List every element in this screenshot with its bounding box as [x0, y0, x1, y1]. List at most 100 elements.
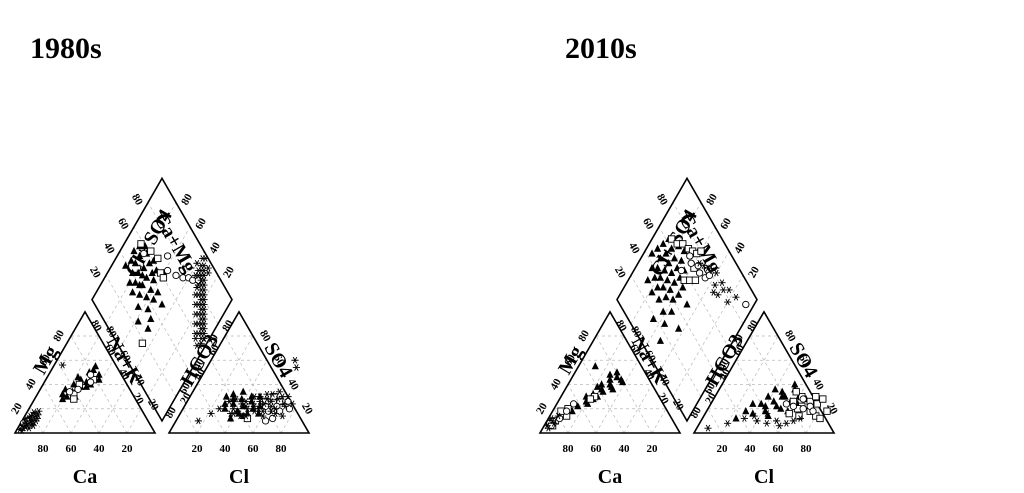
- point-filled-triangle: [130, 246, 138, 255]
- point-asterisk: [238, 400, 246, 408]
- point-filled-triangle: [131, 259, 139, 267]
- point-filled-triangle: [593, 382, 601, 390]
- tick-label: 40: [619, 443, 631, 455]
- point-filled-triangle: [644, 276, 652, 284]
- point-filled-triangle: [669, 295, 677, 303]
- grid-line: [105, 202, 177, 325]
- point-asterisk: [236, 412, 244, 420]
- point-filled-triangle: [136, 290, 144, 298]
- grid-line: [182, 408, 198, 434]
- tick-label: 20: [612, 265, 628, 281]
- point-filled-triangle: [659, 307, 667, 315]
- tick-label: 20: [299, 401, 315, 417]
- point-asterisk: [554, 412, 562, 420]
- point-filled-triangle: [778, 387, 786, 395]
- grid-line: [651, 408, 667, 434]
- tick-label: 20: [87, 265, 103, 281]
- point-filled-triangle: [654, 263, 662, 272]
- point-open-circle: [809, 407, 817, 415]
- point-filled-triangle: [598, 380, 606, 388]
- point-filled-triangle: [606, 375, 614, 383]
- point-asterisk: [21, 423, 30, 431]
- point-asterisk: [288, 400, 296, 408]
- diamond-frame: [91, 176, 233, 423]
- point-filled-triangle: [663, 276, 671, 284]
- tick-label: 60: [115, 216, 131, 232]
- point-filled-triangle: [63, 392, 71, 400]
- tick-label: 60: [66, 443, 78, 455]
- axis-label-cation-left: Mg: [29, 342, 62, 378]
- point-filled-triangle: [221, 399, 229, 407]
- point-asterisk: [291, 356, 299, 364]
- tick-label: 40: [220, 443, 232, 455]
- tick-label: 40: [285, 377, 301, 393]
- tick-label: 40: [94, 443, 106, 455]
- tick-label: 40: [810, 377, 826, 393]
- point-asterisk: [199, 255, 207, 262]
- tick-label: 20: [192, 443, 204, 455]
- point-asterisk: [192, 272, 200, 279]
- point-open-circle: [163, 252, 172, 260]
- point-asterisk: [259, 412, 267, 420]
- point-filled-triangle: [659, 283, 667, 291]
- point-filled-triangle: [143, 293, 151, 301]
- point-open-square: [792, 388, 800, 396]
- grid-line: [644, 250, 716, 373]
- point-asterisk: [30, 409, 38, 416]
- grid-line: [672, 202, 744, 325]
- tick-label: 20: [717, 443, 729, 455]
- point-asterisk: [197, 315, 205, 323]
- point-filled-triangle: [661, 266, 669, 274]
- point-open-circle: [172, 271, 180, 280]
- point-asterisk: [725, 286, 733, 294]
- point-filled-triangle: [778, 392, 786, 400]
- point-asterisk: [278, 412, 286, 420]
- tick-label: 80: [179, 191, 195, 207]
- grid-line: [105, 275, 177, 397]
- point-open-square: [823, 407, 831, 415]
- tick-label: 80: [654, 192, 670, 208]
- tick-label: 20: [647, 443, 659, 455]
- point-asterisk: [59, 361, 67, 369]
- point-asterisk: [714, 291, 722, 299]
- tick-label: 60: [773, 443, 785, 455]
- point-asterisk: [192, 310, 200, 318]
- tick-label: 40: [626, 240, 642, 256]
- grid-line: [581, 360, 625, 434]
- point-filled-triangle: [255, 409, 263, 417]
- point-asterisk: [256, 393, 264, 400]
- point-filled-triangle: [649, 314, 657, 322]
- point-open-circle: [789, 402, 798, 410]
- point-open-circle: [686, 252, 694, 260]
- point-filled-triangle: [675, 290, 683, 298]
- point-filled-triangle: [749, 399, 757, 407]
- point-asterisk: [276, 388, 284, 396]
- point-open-square: [812, 392, 820, 401]
- point-filled-triangle: [648, 249, 656, 257]
- point-asterisk: [269, 390, 277, 398]
- point-open-circle: [74, 385, 82, 394]
- point-open-square: [679, 240, 687, 248]
- point-filled-triangle: [136, 251, 144, 259]
- point-filled-triangle: [679, 283, 687, 291]
- grid-line: [805, 408, 821, 434]
- point-filled-triangle: [229, 399, 237, 407]
- point-filled-triangle: [70, 380, 78, 388]
- point-filled-triangle: [147, 285, 155, 293]
- point-filled-triangle: [138, 271, 146, 279]
- point-filled-triangle: [665, 259, 673, 267]
- point-open-circle: [799, 405, 807, 413]
- point-asterisk: [796, 415, 804, 422]
- axis-label-anion-left: HCO3: [701, 331, 748, 390]
- point-filled-triangle: [89, 365, 97, 373]
- tick-label: 20: [534, 401, 550, 417]
- point-asterisk: [789, 417, 797, 425]
- point-open-circle: [677, 266, 686, 275]
- point-asterisk: [232, 395, 240, 403]
- point-filled-triangle: [761, 402, 769, 410]
- point-filled-triangle: [150, 295, 158, 303]
- tick-label: 40: [207, 240, 223, 256]
- point-open-circle: [799, 395, 807, 403]
